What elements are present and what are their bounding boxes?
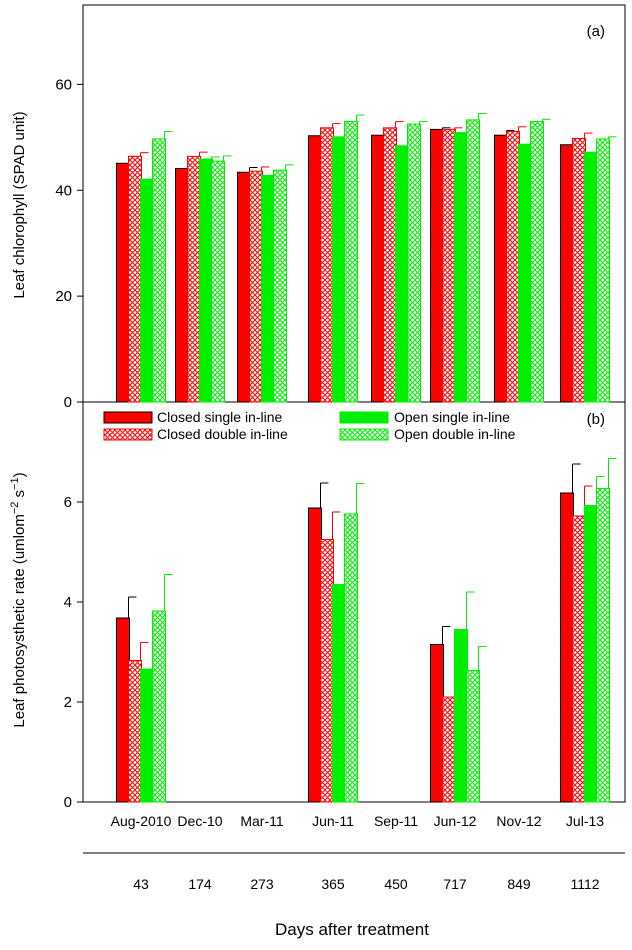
bar-a-closed-single-4 [371, 134, 385, 403]
y-tick-label-a-40: 40 [55, 182, 72, 199]
bar-b-open-double-7 [596, 488, 610, 803]
day-value-365: 365 [321, 876, 345, 892]
panel-b-label: (b) [587, 411, 605, 428]
y-tick-label-b-6: 6 [64, 494, 72, 511]
bar-a-open-double-6 [530, 120, 544, 403]
panel-a-ylabel: Leaf chlorophyll (SPAD unit) [11, 111, 28, 298]
bar-b-closed-single-0 [116, 617, 130, 803]
bar-a-open-single-2 [261, 174, 275, 403]
legend: Closed single in-line Closed double in-l… [103, 409, 516, 442]
panel-a-y-axis: 0 20 40 60 [55, 76, 83, 411]
day-value-43: 43 [133, 876, 149, 892]
bar-b-closed-double-3 [320, 539, 334, 803]
x-category-labels: Aug-2010 Dec-10 Mar-11 Jun-11 Sep-11 Jun-12 No… [111, 813, 605, 829]
panel-b-y-axis: 0 2 4 6 [64, 494, 83, 811]
bar-a-closed-single-2 [237, 171, 251, 403]
bar-a-open-double-1 [211, 160, 225, 403]
bar-a-open-single-6 [518, 143, 532, 403]
x-tick-label-5: Jun-12 [434, 813, 477, 829]
bar-a-closed-single-6 [494, 134, 508, 403]
x-tick-label-6: Nov-12 [496, 813, 541, 829]
legend-label-open-double: Open double in-line [394, 426, 516, 442]
bar-a-open-single-3 [332, 136, 346, 403]
bar-a-closed-single-0 [116, 162, 130, 403]
y-tick-label-b-2: 2 [64, 694, 72, 711]
x-tick-label-4: Sep-11 [374, 813, 418, 829]
legend-swatch-open-double [339, 428, 389, 441]
day-value-273: 273 [250, 876, 274, 892]
panel-b-ylabel: Leaf photosysthetic rate (umlom−2 s−1) [9, 472, 28, 727]
legend-swatch-open-single [339, 411, 389, 424]
bar-b-open-double-5 [466, 670, 480, 803]
bar-a-open-single-4 [395, 145, 409, 403]
bar-a-closed-double-2 [249, 170, 263, 403]
x-tick-label-2: Mar-11 [240, 813, 284, 829]
legend-label-closed-double: Closed double in-line [157, 426, 288, 442]
bar-b-open-single-5 [454, 629, 468, 803]
bar-b-closed-double-5 [442, 696, 456, 803]
bar-a-closed-double-7 [572, 137, 586, 403]
bar-a-open-double-5 [466, 119, 480, 403]
bar-a-closed-single-3 [308, 135, 322, 403]
y-tick-label-a-20: 20 [55, 288, 72, 305]
bar-a-closed-double-1 [187, 155, 201, 403]
day-value-849: 849 [507, 876, 531, 892]
panel-a-label: (a) [587, 23, 605, 40]
bar-a-closed-double-0 [128, 155, 142, 403]
secondary-axis-values: 43 174 273 365 450 717 849 1112 [133, 876, 600, 892]
bar-b-open-single-7 [584, 505, 598, 803]
bar-b-closed-single-3 [308, 507, 322, 803]
y-tick-label-b-4: 4 [64, 594, 72, 611]
bar-b-closed-single-5 [430, 644, 444, 803]
day-value-1112: 1112 [570, 876, 599, 892]
legend-swatch-closed-single [103, 411, 153, 424]
bar-b-closed-double-0 [128, 660, 142, 803]
ylabel-exp-1: −2 [9, 502, 21, 515]
y-tick-label-a-0: 0 [64, 394, 72, 411]
bar-a-closed-single-5 [430, 128, 444, 403]
x-tick-label-0: Aug-2010 [111, 813, 172, 829]
bar-a-closed-double-4 [383, 127, 397, 403]
bar-a-open-double-3 [344, 120, 358, 403]
bar-b-open-single-3 [332, 584, 346, 803]
x-tick-label-1: Dec-10 [177, 813, 222, 829]
y-tick-label-b-0: 0 [64, 794, 72, 811]
bar-b-open-double-3 [344, 513, 358, 803]
bar-a-open-double-0 [152, 138, 166, 403]
legend-label-closed-single: Closed single in-line [157, 409, 283, 425]
bar-a-closed-double-6 [506, 131, 520, 403]
bar-a-open-double-2 [273, 169, 287, 403]
bar-b-open-single-0 [140, 668, 154, 803]
day-value-450: 450 [384, 876, 408, 892]
bar-a-closed-double-3 [320, 127, 334, 403]
ylabel-exp-2: −1 [9, 477, 21, 490]
bar-a-open-single-7 [584, 151, 598, 403]
bar-a-open-single-1 [199, 158, 213, 403]
panel-a-bars [116, 113, 617, 403]
bar-b-open-double-0 [152, 610, 166, 803]
x-tick-label-3: Jun-11 [312, 813, 354, 829]
bar-b-closed-single-7 [560, 492, 574, 803]
bar-a-closed-double-5 [442, 128, 456, 403]
bar-a-closed-single-7 [560, 144, 574, 403]
y-tick-label-a-60: 60 [55, 76, 72, 93]
x-tick-label-7: Jul-13 [566, 813, 604, 829]
bar-a-closed-single-1 [175, 168, 189, 403]
bar-a-open-double-7 [596, 138, 610, 403]
panel-b-bars [116, 458, 617, 803]
day-value-717: 717 [443, 876, 467, 892]
bar-a-open-single-5 [454, 132, 468, 403]
day-value-174: 174 [188, 876, 212, 892]
legend-label-open-single: Open single in-line [394, 409, 510, 425]
secondary-axis-title: Days after treatment [275, 920, 429, 939]
bar-a-open-single-0 [140, 178, 154, 403]
legend-swatch-closed-double [103, 428, 153, 441]
bar-a-open-double-4 [407, 123, 421, 403]
bar-b-closed-double-7 [572, 515, 586, 803]
